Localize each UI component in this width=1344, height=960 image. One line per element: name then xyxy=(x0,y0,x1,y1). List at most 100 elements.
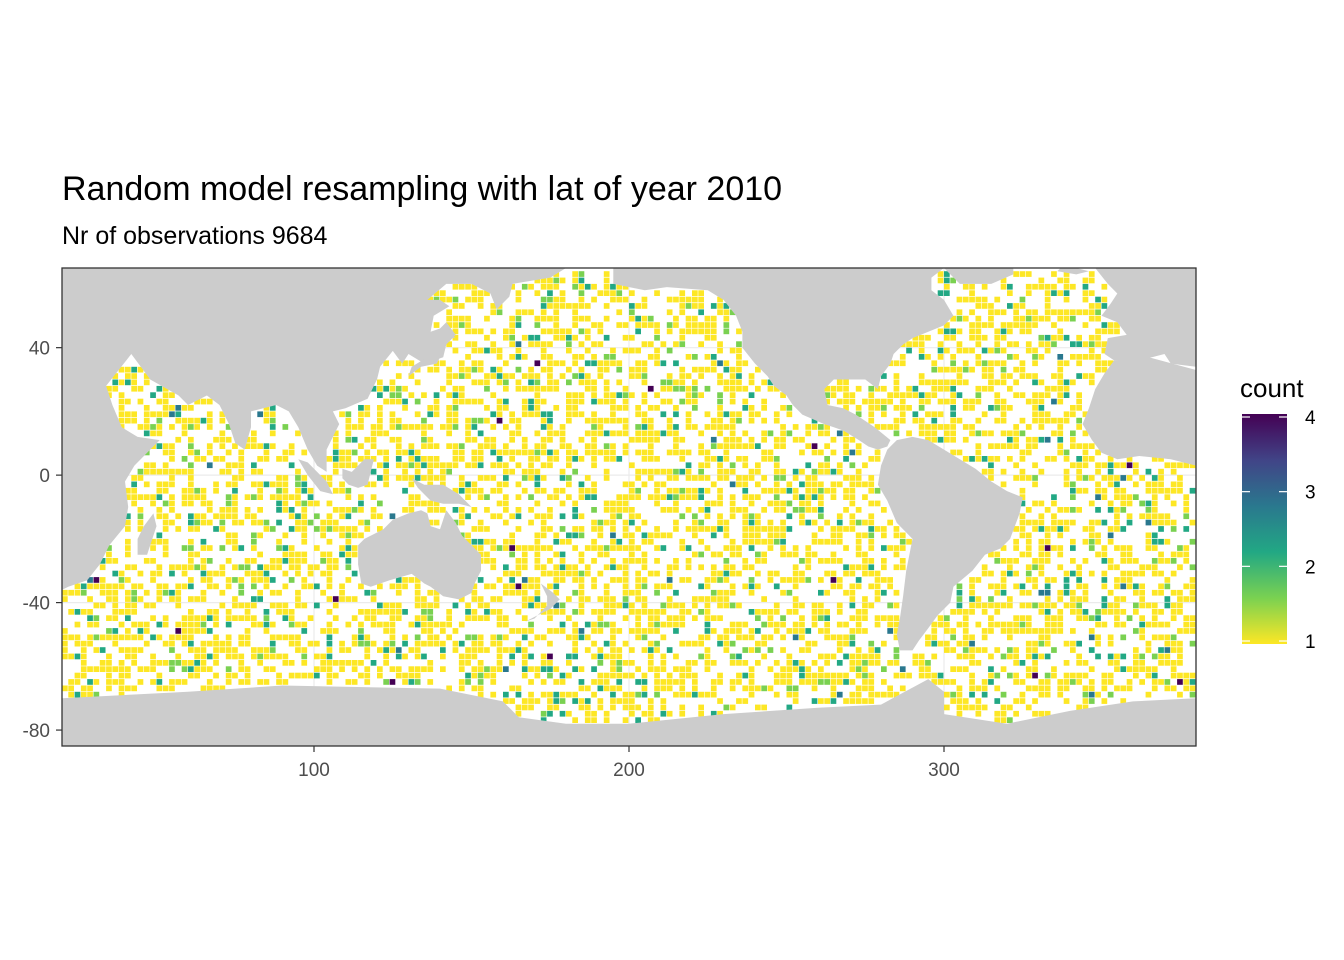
observation-cell xyxy=(521,551,528,558)
observation-cell xyxy=(326,672,333,679)
observation-cell xyxy=(635,513,641,520)
observation-cell xyxy=(666,347,673,354)
observation-cell xyxy=(295,647,301,653)
observation-cell xyxy=(994,328,1001,335)
observation-cell xyxy=(868,660,875,666)
observation-cell xyxy=(370,621,377,628)
observation-cell xyxy=(276,538,282,545)
observation-cell xyxy=(899,685,906,692)
observation-cell xyxy=(616,309,623,316)
observation-cell xyxy=(1151,513,1158,520)
observation-cell xyxy=(534,411,541,418)
observation-cell xyxy=(521,545,528,551)
observation-cell xyxy=(1013,526,1019,532)
observation-cell xyxy=(1170,609,1177,615)
observation-cell xyxy=(906,430,912,437)
observation-cell xyxy=(509,577,515,583)
observation-cell xyxy=(433,296,440,303)
observation-cell xyxy=(881,385,887,392)
observation-cell xyxy=(553,449,560,456)
observation-cell xyxy=(1076,487,1082,494)
observation-cell xyxy=(566,596,572,602)
observation-cell xyxy=(440,462,446,469)
observation-cell xyxy=(981,634,988,641)
observation-cell xyxy=(635,347,641,354)
observation-cell xyxy=(1070,519,1076,526)
observation-cell xyxy=(597,398,604,405)
observation-cell xyxy=(767,615,774,621)
observation-cell xyxy=(370,609,377,615)
observation-cell xyxy=(830,494,837,500)
observation-cell xyxy=(566,417,572,424)
observation-cell xyxy=(1070,545,1076,551)
observation-cell xyxy=(849,449,856,456)
observation-cell xyxy=(112,385,119,392)
observation-cell xyxy=(1076,468,1082,475)
observation-cell xyxy=(521,634,528,641)
observation-cell xyxy=(887,660,893,666)
observation-cell xyxy=(263,679,270,685)
observation-cell xyxy=(944,271,950,277)
observation-cell xyxy=(818,449,824,456)
observation-cell xyxy=(717,373,723,379)
observation-cell xyxy=(364,634,371,641)
observation-cell xyxy=(383,462,389,469)
observation-cell xyxy=(811,602,818,609)
observation-cell xyxy=(1158,609,1164,615)
observation-cell xyxy=(893,424,900,430)
observation-cell xyxy=(458,507,465,513)
observation-cell xyxy=(660,398,667,405)
observation-cell xyxy=(950,405,956,411)
observation-cell xyxy=(1025,328,1032,335)
observation-cell xyxy=(1076,577,1082,583)
observation-cell xyxy=(635,621,641,628)
observation-cell xyxy=(339,507,345,513)
observation-cell xyxy=(496,379,503,386)
observation-cell xyxy=(1063,519,1070,526)
observation-cell xyxy=(251,647,257,653)
observation-cell xyxy=(767,609,774,615)
observation-cell xyxy=(1000,328,1007,335)
observation-cell xyxy=(433,475,440,481)
observation-cell xyxy=(1013,379,1019,386)
observation-cell xyxy=(849,513,856,520)
observation-cell xyxy=(641,468,648,475)
observation-cell xyxy=(729,500,736,507)
observation-cell xyxy=(566,532,572,539)
observation-cell xyxy=(824,538,830,545)
observation-cell xyxy=(1151,634,1158,641)
observation-cell xyxy=(244,666,251,672)
observation-cell xyxy=(251,481,257,488)
observation-cell xyxy=(232,545,238,551)
observation-cell xyxy=(490,634,497,641)
observation-cell xyxy=(125,487,131,494)
observation-cell xyxy=(603,589,610,596)
observation-cell xyxy=(836,602,843,609)
observation-cell xyxy=(679,373,686,379)
observation-cell xyxy=(673,564,679,571)
observation-cell xyxy=(471,366,478,373)
observation-cell xyxy=(534,449,541,456)
observation-cell xyxy=(74,640,81,647)
observation-cell xyxy=(975,385,982,392)
observation-cell xyxy=(673,405,679,411)
observation-cell xyxy=(402,398,408,405)
observation-cell xyxy=(1164,577,1171,583)
observation-cell xyxy=(836,660,843,666)
observation-cell xyxy=(1000,621,1007,628)
observation-cell xyxy=(1101,545,1108,551)
observation-cell xyxy=(276,602,282,609)
observation-cell xyxy=(1177,487,1183,494)
observation-cell xyxy=(666,379,673,386)
observation-cell xyxy=(635,704,641,711)
x-tick-label: 300 xyxy=(928,760,960,781)
observation-cell xyxy=(534,398,541,405)
observation-cell xyxy=(496,596,503,602)
observation-cell xyxy=(1183,583,1190,590)
legend-tick-label: 2 xyxy=(1305,557,1316,578)
observation-cell xyxy=(1013,341,1019,347)
observation-cell xyxy=(1044,347,1051,354)
observation-cell xyxy=(106,589,112,596)
observation-cell xyxy=(572,532,578,539)
observation-cell xyxy=(673,526,679,532)
